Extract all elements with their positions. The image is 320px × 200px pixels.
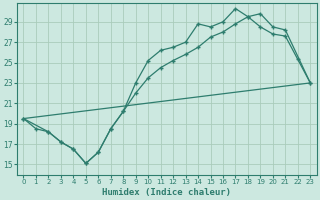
X-axis label: Humidex (Indice chaleur): Humidex (Indice chaleur) [102, 188, 231, 197]
